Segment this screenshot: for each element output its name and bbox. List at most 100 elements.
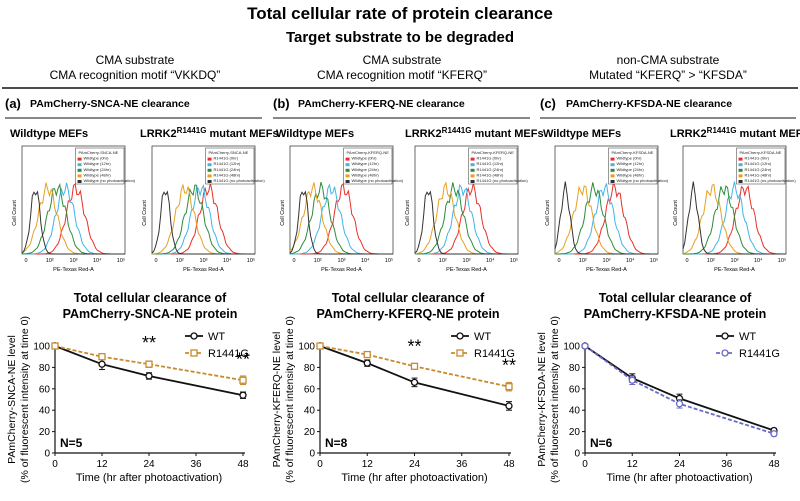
chart-n-label: N=5 [60, 436, 83, 450]
flow-legend-entry: Wildtype (0hr) [617, 156, 643, 161]
chart-x-tick-label: 48 [237, 459, 249, 470]
data-point-R1441G [363, 350, 371, 359]
flow-legend-swatch [470, 157, 475, 161]
flow-x-axis-label: PE-Texas Red-A [53, 267, 94, 273]
chart-x-tick-label: 24 [409, 459, 421, 470]
flow-legend-swatch [207, 157, 212, 161]
flow-legend-entry: R1441G (24hr) [477, 167, 504, 172]
data-point-R1441G [316, 342, 324, 350]
data-point-WT [410, 378, 419, 387]
column-c-header-line2: Mutated “KFERQ” > “KFSDA” [589, 68, 747, 82]
legend-label-R1441G: R1441G [739, 348, 780, 360]
flow-legend-entry: R1441G (48hr) [214, 172, 241, 177]
data-point-R1441G [98, 353, 106, 361]
chart-y-tick-label: 0 [574, 449, 580, 460]
panel-c-title: PAmCherry-KFSDA-NE clearance [566, 98, 732, 110]
column-b-header-line1: CMA substrate [363, 53, 442, 67]
flow-legend-box [468, 147, 518, 185]
flow-histograms: PAmCherry-SNCA-NE Wildtype (0hr) Wildtype … [12, 145, 796, 273]
flow-x-axis-label: PE-Texas Red-A [183, 267, 224, 273]
chart-n-label: N=6 [590, 436, 613, 450]
chart-x-tick-label: 0 [52, 459, 58, 470]
chart-x-tick-label: 12 [96, 459, 108, 470]
chart-x-tick-label: 36 [190, 459, 202, 470]
flow-x-tick-label: 10⁵ [385, 257, 393, 264]
panel-b-letter: (b) [273, 96, 290, 111]
panel-a-wt-label: Wildtype MEFs [10, 128, 88, 140]
flow-legend-entry: Wildtype (24hr) [617, 167, 645, 172]
chart-x-axis-label: Time (hr after photoactivation) [76, 472, 222, 484]
flow-x-tick-label: 10³ [731, 258, 739, 264]
panel-a-mut-label: LRRK2R1441G mutant MEFs [140, 126, 279, 140]
flow-legend-box [736, 147, 786, 185]
flow-x-tick-label: 10⁴ [626, 257, 635, 264]
flow-legend-box [608, 147, 658, 185]
flow-legend-swatch [610, 180, 615, 183]
flow-x-tick-label: 10³ [603, 258, 611, 264]
series-line-R1441G [54, 345, 244, 382]
line-charts: Total cellular clearance of PAmCherry-SNC… [6, 291, 780, 484]
panel-b-mut-label: LRRK2R1441G mutant MEFs [405, 126, 544, 140]
data-point-R1441G [628, 376, 636, 384]
flow-legend-entry: Wildtype (24hr) [352, 167, 380, 172]
flow-legend-entry: Wildtype (48hr) [352, 172, 380, 177]
chart-x-tick-label: 36 [721, 459, 733, 470]
flow-y-axis-label: Cell Count [12, 200, 18, 226]
panel-c-mut-label: LRRK2R1441G mutant MEFs [670, 126, 800, 140]
panel-c-wt-label: Wildtype MEFs [543, 128, 621, 140]
panel-a-mut-prefix: LRRK2 [140, 128, 177, 140]
flow-legend-entry: Wildtype (48hr) [617, 172, 645, 177]
series-line-WT [584, 345, 775, 432]
flow-legend-entry: Wildtype (24hr) [84, 167, 112, 172]
series-line-R1441G [584, 345, 775, 435]
data-point-R1441G [145, 360, 153, 368]
flow-legend-entry: R1441G (24hr) [214, 167, 241, 172]
flow-legend-swatch [610, 157, 615, 161]
flow-x-tick-label: 10⁵ [778, 257, 786, 264]
flow-legend-entry: R1441G (12hr) [745, 161, 772, 166]
data-point-R1441G [239, 376, 247, 384]
panel-label-b: (b) PAmCherry-KFERQ-NE clearance [273, 96, 530, 119]
column-header-b: CMA substrate CMA recognition motif “KFE… [317, 53, 487, 82]
flow-x-tick-label: 10³ [200, 258, 208, 264]
data-point-WT [98, 360, 106, 368]
flow-legend-entry: Wildtype (no photoactivation) [84, 178, 136, 183]
panel-a-letter: (a) [5, 96, 21, 111]
flow-legend-entry: PAmCherry-KFERQ-NE [472, 150, 515, 155]
flow-legend-entry: R1441G (48hr) [477, 172, 504, 177]
flow-legend-swatch [207, 163, 212, 167]
flow-legend-swatch [345, 180, 350, 183]
flow-legend-swatch [470, 174, 475, 178]
flow-x-tick-label: 0 [417, 258, 420, 264]
flow-legend-entry: PAmCherry-SNCA-NE [79, 150, 119, 155]
flow-x-tick-label: 0 [292, 258, 295, 264]
flow-x-tick-label: 10⁴ [486, 257, 495, 264]
column-header-c: non-CMA substrate Mutated “KFERQ” > “KFS… [589, 53, 747, 82]
flow-x-tick-label: 0 [154, 258, 157, 264]
flow-y-axis-label: Cell Count [280, 200, 286, 226]
figure-title: Total cellular rate of protein clearance [247, 4, 553, 23]
chart-y-tick-label: 80 [39, 363, 51, 374]
flow-legend-entry: R1441G (48hr) [745, 172, 772, 177]
chart-y-tick-label: 80 [569, 363, 581, 374]
data-point-R1441G [51, 342, 59, 350]
flow-x-tick-label: 10² [707, 258, 715, 264]
chart-title-line2: PAmCherry-SNCA-NE protein [63, 307, 238, 321]
legend-label-WT: WT [739, 331, 756, 343]
chart-y-tick-label: 60 [39, 384, 51, 395]
flow-legend-entry: R1441G (12hr) [214, 161, 241, 166]
chart-title-line1: Total cellular clearance of [74, 291, 227, 305]
flow-legend-swatch [77, 168, 82, 172]
flow-x-tick-label: 10² [46, 258, 54, 264]
column-a-header-line2: CMA recognition motif “VKKDQ” [50, 68, 221, 82]
flow-legend-swatch [345, 163, 350, 167]
flow-legend-swatch [207, 180, 212, 183]
chart-title-line1: Total cellular clearance of [599, 291, 752, 305]
chart-x-axis-label: Time (hr after photoactivation) [341, 472, 487, 484]
flow-legend-swatch [738, 157, 743, 161]
flow-x-tick-label: 10² [314, 258, 322, 264]
chart-y-axis-label-line1: PAmCherry-KFERQ-NE level [271, 332, 283, 468]
flow-x-axis-label: PE-Texas Red-A [446, 267, 487, 273]
